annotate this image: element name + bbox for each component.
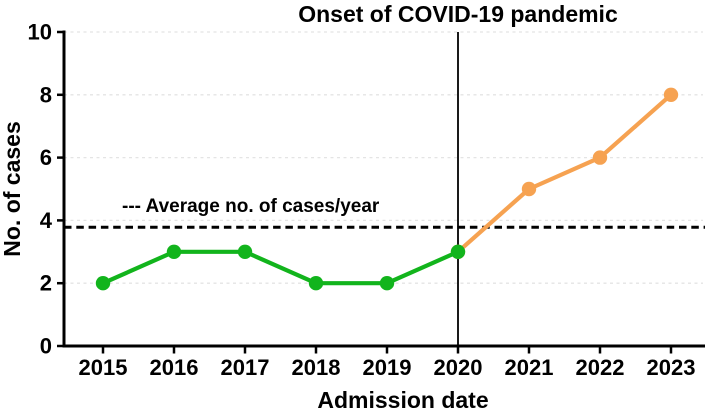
y-axis-label: No. of cases [0, 121, 25, 257]
x-tick-label: 2021 [505, 355, 554, 380]
y-tick-label: 0 [40, 334, 52, 359]
x-tick-label: 2019 [363, 355, 412, 380]
cases-before-pandemic-point-2016 [166, 244, 182, 259]
y-tick-label: 2 [40, 271, 52, 296]
cases-before-pandemic-point-2020 [450, 244, 466, 259]
cases-after-pandemic-line [455, 92, 674, 254]
x-tick-label: 2023 [647, 355, 696, 380]
x-tick-label: 2015 [79, 355, 128, 380]
y-tick-label: 6 [40, 145, 52, 170]
x-tick-label: 2018 [292, 355, 341, 380]
x-tick-label: 2017 [221, 355, 270, 380]
average-line-label: --- Average no. of cases/year [122, 196, 380, 217]
y-tick-label: 4 [40, 208, 53, 233]
y-tick-label: 8 [40, 82, 52, 107]
cases-before-pandemic-line [100, 249, 461, 286]
cases-before-pandemic-point-2015 [95, 276, 111, 291]
y-tick-label: 10 [28, 20, 52, 45]
cases-after-pandemic-point-2023 [663, 87, 679, 103]
cases-after-pandemic-point-2021 [521, 181, 537, 197]
x-axis-label: Admission date [317, 387, 488, 413]
cases-before-pandemic-point-2018 [308, 276, 324, 291]
chart-title: Onset of COVID-19 pandemic [298, 1, 618, 27]
x-tick-label: 2016 [150, 355, 199, 380]
cases-before-pandemic-point-2017 [237, 244, 253, 259]
x-tick-label: 2020 [434, 355, 483, 380]
x-tick-label: 2022 [576, 355, 625, 380]
cases-after-pandemic-point-2022 [592, 150, 608, 165]
cases-before-pandemic-point-2019 [379, 276, 395, 291]
